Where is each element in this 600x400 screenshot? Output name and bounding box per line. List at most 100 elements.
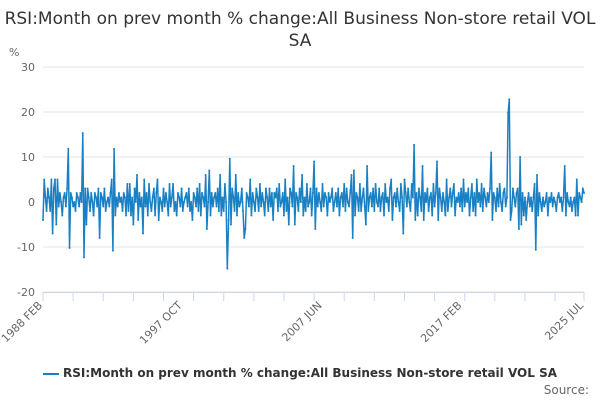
data-point bbox=[286, 196, 289, 199]
data-point bbox=[443, 201, 446, 203]
data-point bbox=[175, 214, 178, 217]
data-point bbox=[576, 214, 579, 217]
data-point bbox=[188, 210, 191, 212]
y-tick-label: 10 bbox=[21, 151, 35, 164]
data-point bbox=[233, 210, 236, 212]
data-point bbox=[226, 267, 229, 270]
data-point bbox=[519, 156, 522, 158]
data-point bbox=[450, 205, 453, 208]
data-point bbox=[296, 196, 299, 199]
data-point bbox=[79, 192, 82, 194]
data-point bbox=[542, 196, 545, 199]
data-point bbox=[438, 187, 441, 190]
data-point bbox=[508, 98, 511, 101]
data-point bbox=[403, 178, 406, 181]
data-point bbox=[131, 196, 134, 199]
data-point bbox=[532, 196, 535, 199]
x-tick-label: 2007 JUN bbox=[279, 299, 324, 344]
data-point bbox=[90, 192, 93, 194]
data-point bbox=[143, 178, 146, 181]
data-point bbox=[298, 187, 301, 190]
data-point bbox=[369, 192, 372, 194]
data-point bbox=[319, 201, 322, 203]
data-point bbox=[289, 187, 292, 190]
data-point bbox=[191, 219, 194, 221]
data-point bbox=[87, 196, 90, 199]
data-point bbox=[162, 187, 165, 190]
data-point bbox=[261, 192, 264, 194]
data-point bbox=[414, 219, 417, 221]
data-point bbox=[491, 219, 494, 221]
data-point bbox=[310, 214, 313, 217]
data-point bbox=[258, 183, 261, 185]
data-point bbox=[93, 192, 96, 194]
data-point bbox=[320, 210, 323, 212]
data-point bbox=[578, 192, 581, 194]
data-point bbox=[70, 196, 73, 199]
legend[interactable]: RSI:Month on prev month % change:All Bus… bbox=[0, 366, 600, 380]
data-point bbox=[311, 192, 314, 194]
data-point bbox=[339, 196, 342, 199]
data-point bbox=[145, 192, 148, 194]
data-point bbox=[448, 196, 451, 199]
data-point bbox=[492, 192, 495, 194]
data-point bbox=[204, 174, 207, 176]
data-point bbox=[558, 201, 561, 203]
y-axis-label: % bbox=[9, 46, 19, 59]
data-point bbox=[197, 210, 200, 212]
data-point bbox=[120, 196, 123, 199]
data-point bbox=[99, 192, 102, 194]
data-point bbox=[480, 183, 483, 185]
data-point bbox=[81, 132, 84, 135]
data-point bbox=[252, 201, 255, 203]
data-point bbox=[208, 169, 211, 172]
data-point bbox=[554, 201, 557, 203]
data-point bbox=[561, 210, 564, 212]
data-point bbox=[102, 205, 105, 208]
data-point bbox=[374, 183, 377, 185]
data-point bbox=[355, 192, 358, 194]
data-point bbox=[174, 201, 177, 203]
data-point bbox=[485, 205, 488, 208]
data-point bbox=[533, 183, 536, 185]
data-point bbox=[155, 192, 158, 194]
data-point bbox=[431, 214, 434, 217]
data-point bbox=[104, 210, 107, 212]
data-point bbox=[458, 205, 461, 208]
data-point bbox=[498, 183, 501, 185]
data-point bbox=[67, 147, 70, 150]
data-point bbox=[513, 196, 516, 199]
data-point bbox=[372, 187, 375, 190]
data-point bbox=[69, 192, 72, 194]
data-point bbox=[490, 151, 493, 154]
data-point bbox=[156, 178, 159, 181]
data-point bbox=[360, 210, 363, 212]
data-point bbox=[351, 237, 354, 239]
data-point bbox=[361, 196, 364, 199]
data-point bbox=[239, 201, 242, 203]
data-point bbox=[366, 165, 369, 167]
data-point bbox=[472, 210, 475, 212]
data-point bbox=[338, 214, 341, 217]
x-tick-label: 1997 OCT bbox=[137, 299, 185, 347]
data-point bbox=[397, 201, 400, 203]
data-point bbox=[255, 187, 258, 190]
data-point bbox=[260, 205, 263, 208]
data-point bbox=[436, 160, 439, 163]
data-point bbox=[470, 183, 473, 185]
data-point bbox=[454, 214, 457, 217]
data-point bbox=[433, 205, 436, 208]
data-point bbox=[358, 183, 361, 185]
data-point bbox=[76, 196, 79, 199]
data-point bbox=[549, 201, 552, 203]
data-point bbox=[457, 192, 460, 194]
data-point bbox=[423, 192, 426, 194]
data-point bbox=[334, 192, 337, 194]
data-point bbox=[215, 205, 218, 208]
data-point bbox=[144, 205, 147, 208]
data-point bbox=[251, 192, 254, 194]
data-point bbox=[123, 196, 126, 199]
data-point bbox=[274, 196, 277, 199]
data-point bbox=[375, 201, 378, 203]
